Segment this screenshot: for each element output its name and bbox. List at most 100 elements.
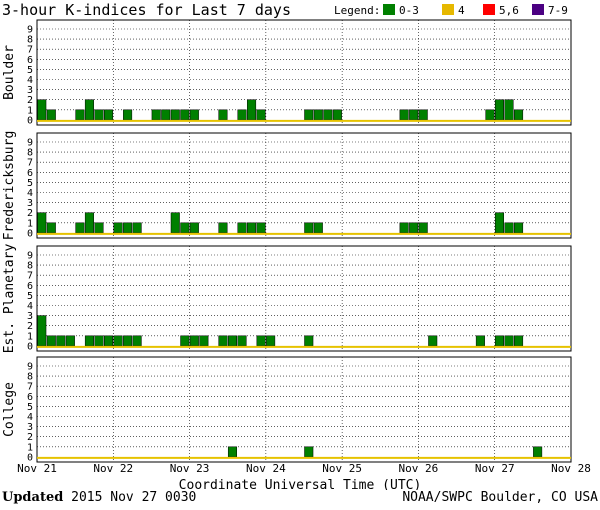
y-tick-label: 0 [27, 452, 33, 463]
y-tick-label: 3 [27, 311, 33, 322]
y-tick-label: 5 [27, 178, 33, 189]
k-index-bar [247, 99, 257, 121]
k-index-bar [514, 335, 524, 347]
k-index-bar [151, 109, 161, 121]
k-index-bar [304, 335, 314, 347]
y-tick-label: 9 [27, 251, 33, 262]
y-tick-label: 1 [27, 442, 33, 453]
k-index-bar [218, 222, 228, 234]
k-index-bar [65, 335, 75, 347]
k-index-bar [237, 222, 247, 234]
k-index-bar [189, 109, 199, 121]
y-tick-label: 1 [27, 218, 33, 229]
k-index-bar [161, 109, 171, 121]
y-tick-label: 7 [27, 271, 33, 282]
y-tick-label: 5 [27, 291, 33, 302]
y-tick-label: 0 [27, 115, 33, 126]
k-index-bar [304, 109, 314, 121]
k-index-bar [37, 212, 47, 234]
y-tick-label: 1 [27, 331, 33, 342]
y-tick-label: 9 [27, 138, 33, 149]
k-index-bar [94, 335, 104, 347]
chart-title: 3-hour K-indices for Last 7 days [2, 1, 291, 19]
legend-swatch [383, 4, 395, 15]
y-tick-label: 3 [27, 198, 33, 209]
x-axis: Nov 21 Nov 22 Nov 23 Nov 24 Nov 25 Nov 26 Nov … [17, 462, 591, 475]
k-index-bar [180, 222, 190, 234]
k-index-bar [256, 109, 266, 121]
k-index-bar [304, 446, 314, 458]
y-tick-label: 2 [27, 208, 33, 219]
y-tick-label: 8 [27, 148, 33, 159]
k-index-bar [409, 109, 419, 121]
x-tick-label: Nov 26 [399, 462, 439, 475]
k-index-bar [199, 335, 209, 347]
k-index-bar [485, 109, 495, 121]
k-index-bar [256, 335, 266, 347]
y-tick-label: 9 [27, 25, 33, 36]
k-index-bar [418, 222, 428, 234]
footer-updated: Updated 2015 Nov 27 0030 [2, 490, 196, 505]
k-index-bar [170, 109, 180, 121]
y-tick-label: 7 [27, 158, 33, 169]
y-tick-label: 6 [27, 168, 33, 179]
k-index-bar [475, 335, 485, 347]
k-index-bar [227, 335, 237, 347]
k-index-bar [247, 222, 257, 234]
k-index-bar [132, 335, 142, 347]
k-index-bar [180, 109, 190, 121]
k-index-bar [313, 222, 323, 234]
k-index-bar [113, 335, 123, 347]
k-index-bar [504, 335, 514, 347]
y-tick-label: 3 [27, 85, 33, 96]
footer: Updated 2015 Nov 27 0030 NOAA/SWPC Bould… [0, 490, 600, 510]
footer-credit: NOAA/SWPC Boulder, CO USA [402, 490, 598, 505]
panel-frame [36, 19, 572, 126]
panel-label: Fredericksburg [2, 131, 17, 241]
x-tick-label: Nov 23 [170, 462, 210, 475]
x-axis-label: Coordinate Universal Time (UTC) [179, 478, 422, 490]
y-tick-label: 4 [27, 412, 33, 423]
legend-label: Legend: [334, 4, 380, 17]
y-tick-label: 0 [27, 228, 33, 239]
k-index-bar [218, 109, 228, 121]
legend-item-label: 7-9 [548, 4, 568, 17]
k-index-bar [428, 335, 438, 347]
k-index-bar [170, 212, 180, 234]
k-index-bar [94, 222, 104, 234]
panels: 0123456789Boulder0123456789Fredericksbur… [2, 19, 572, 463]
y-tick-label: 4 [27, 188, 33, 199]
k-index-bar [533, 446, 543, 458]
y-tick-label: 6 [27, 392, 33, 403]
legend-swatch [442, 4, 454, 15]
k-index-bar [304, 222, 314, 234]
k-index-bar [75, 222, 85, 234]
y-tick-label: 3 [27, 422, 33, 433]
panel-frame [36, 245, 572, 352]
panel-frame [36, 356, 572, 463]
k-index-bar [237, 109, 247, 121]
k-index-bar [189, 222, 199, 234]
legend-item-label: 4 [458, 4, 465, 17]
k-index-bar [399, 109, 409, 121]
legend: Legend: 0-3 4 5,6 7-9 [334, 4, 568, 17]
k-index-bar [514, 109, 524, 121]
k-index-bar [504, 222, 514, 234]
y-tick-label: 6 [27, 281, 33, 292]
legend-swatch [483, 4, 495, 15]
y-tick-label: 8 [27, 261, 33, 272]
y-tick-label: 8 [27, 35, 33, 46]
x-tick-label: Nov 25 [322, 462, 362, 475]
k-index-bar [104, 109, 114, 121]
k-index-bar [514, 222, 524, 234]
k-index-bar [180, 335, 190, 347]
k-index-bar [37, 315, 47, 347]
k-index-bar [123, 335, 133, 347]
k-index-bar [313, 109, 323, 121]
k-index-bar [494, 212, 505, 234]
k-index-bar [46, 335, 56, 347]
y-tick-label: 7 [27, 45, 33, 56]
x-tick-label: Nov 24 [246, 462, 286, 475]
